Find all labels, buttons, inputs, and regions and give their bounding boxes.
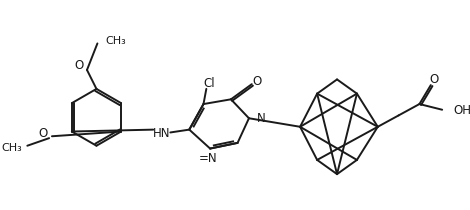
- Text: HN: HN: [153, 127, 171, 140]
- Text: CH₃: CH₃: [2, 143, 23, 153]
- Text: O: O: [253, 75, 262, 88]
- Text: CH₃: CH₃: [105, 36, 126, 46]
- Text: O: O: [429, 73, 438, 86]
- Text: OH: OH: [454, 104, 470, 117]
- Text: =N: =N: [199, 152, 218, 165]
- Text: N: N: [257, 112, 265, 125]
- Text: O: O: [74, 59, 83, 72]
- Text: O: O: [38, 127, 47, 140]
- Text: Cl: Cl: [204, 77, 215, 90]
